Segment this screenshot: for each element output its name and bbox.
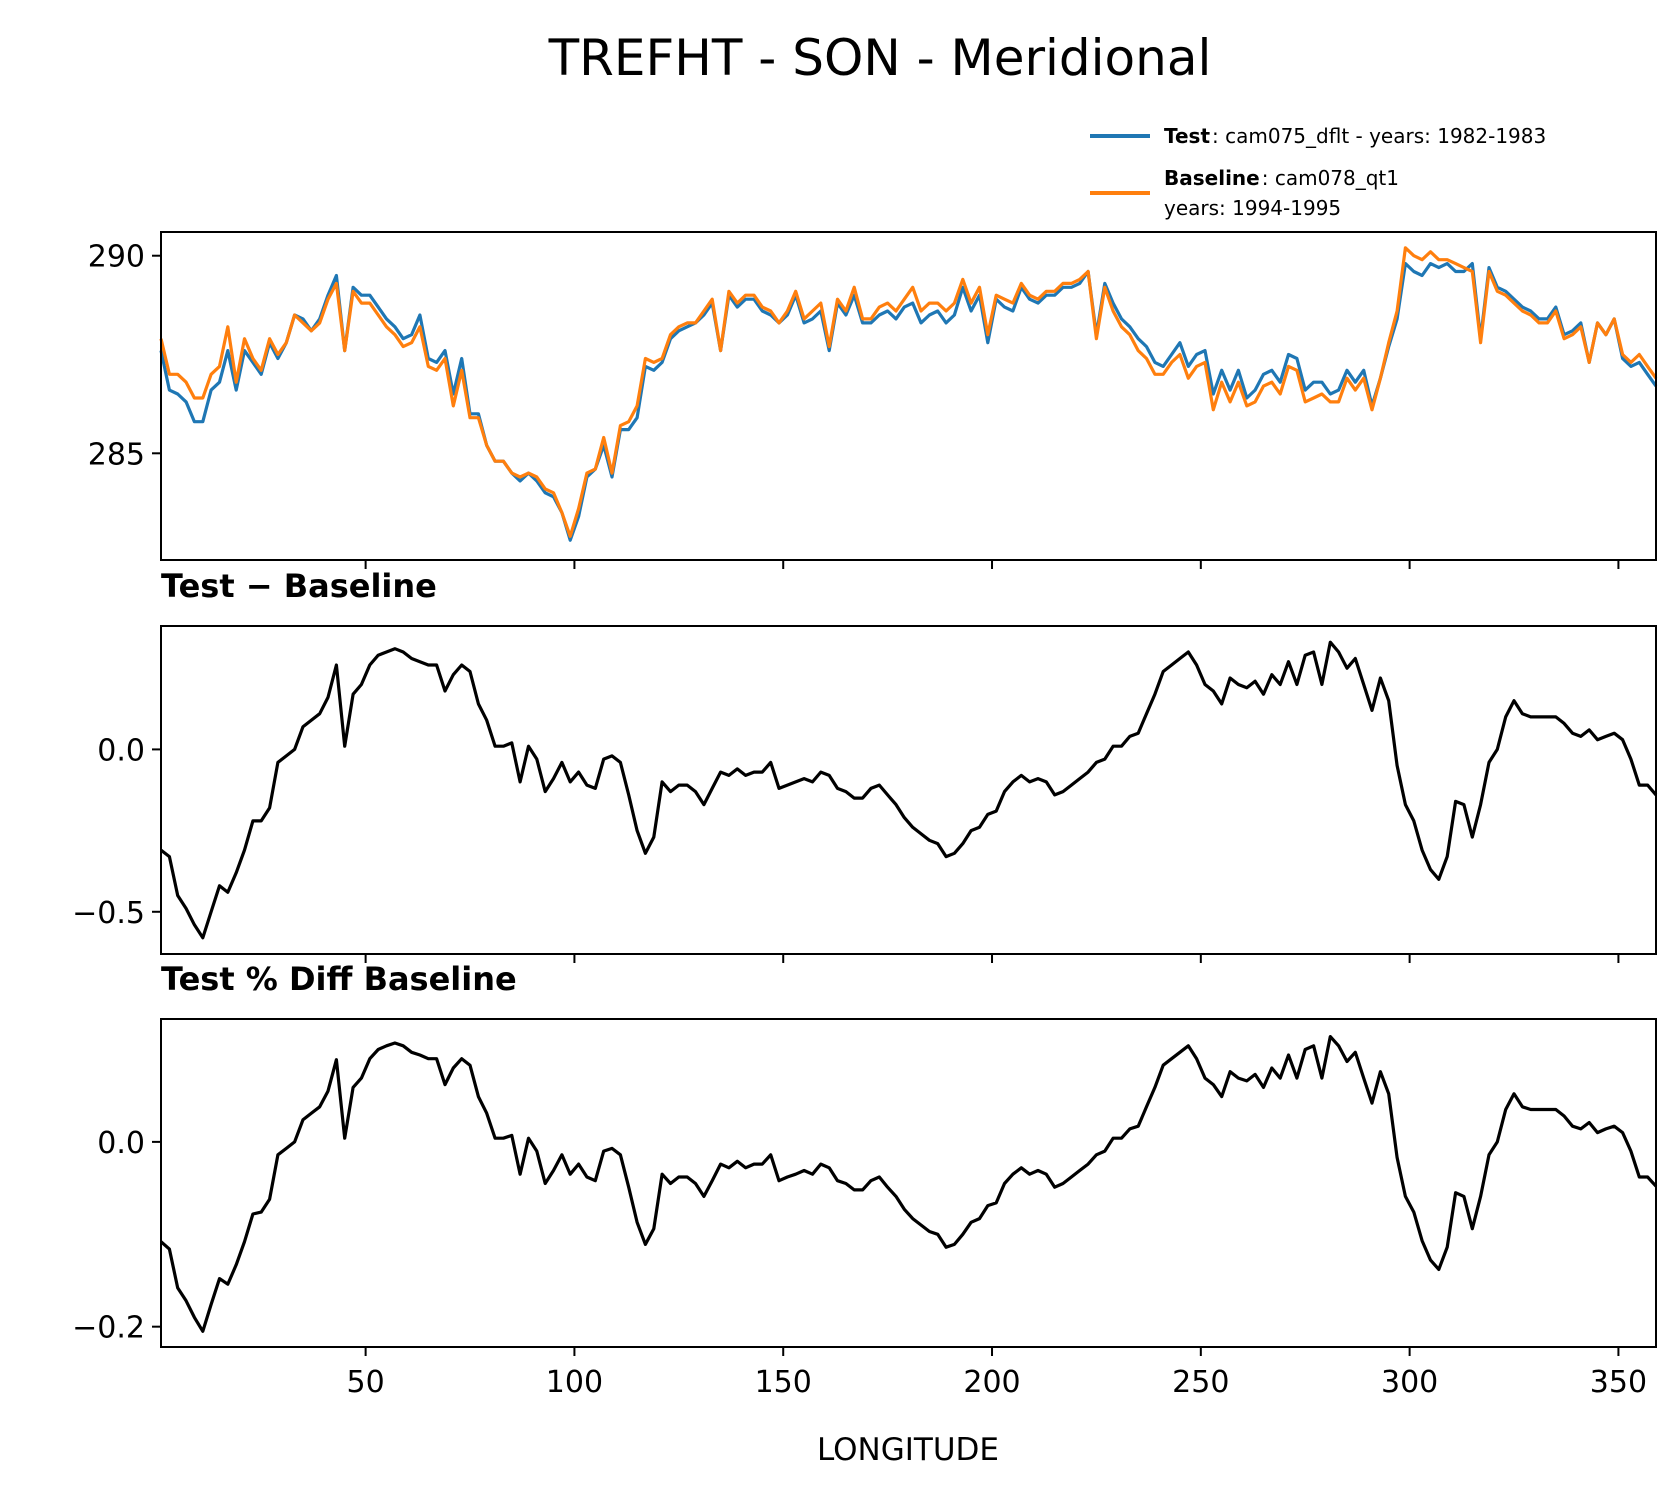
x-axis-label: LONGITUDE [817, 1432, 999, 1468]
plot-frame [160, 231, 1657, 561]
x-tick-label: 250 [1172, 1365, 1229, 1400]
panel-2: −0.5 0.0 [72, 625, 1658, 963]
y-tick-label: −0.5 [72, 896, 145, 931]
panel-1: 285 290 [88, 231, 1658, 569]
legend-label-test: Test: cam075_dflt - years: 1982-1983 [1164, 124, 1546, 148]
x-tick-label: 100 [546, 1365, 603, 1400]
figure-title: TREFHT - SON - Meridional [548, 29, 1212, 87]
panel-3: −0.2 0.0 50 100 150 200 250 300 350 [72, 1018, 1658, 1400]
legend-test-bold: Test [1164, 124, 1210, 148]
legend-baseline-rest: : cam078_qt1 [1262, 166, 1399, 190]
legend-test-rest: : cam075_dflt - years: 1982-1983 [1212, 124, 1546, 148]
x-tick-label: 200 [963, 1365, 1020, 1400]
series-line-test-diff-baseline [159, 1035, 1658, 1333]
y-tick-label: 0.0 [97, 1126, 145, 1161]
y-tick-label: 290 [88, 240, 145, 275]
x-tick-label: 50 [347, 1365, 385, 1400]
panels: 285 290 −0.5 0.0 −0.2 0.0 50 100 150 200 250 300 350 [72, 231, 1658, 1400]
y-tick-label: −0.2 [72, 1311, 145, 1346]
plot-frame [160, 1018, 1657, 1348]
y-tick-label: 285 [88, 437, 145, 472]
legend: Test: cam075_dflt - years: 1982-1983 Bas… [1090, 124, 1546, 220]
series-line-test-baseline [160, 640, 1658, 940]
x-tick-label: 350 [1590, 1365, 1647, 1400]
x-tick-label: 300 [1381, 1365, 1438, 1400]
subplot-title-pctdiff: Test % Diff Baseline [161, 960, 517, 998]
series-line-baseline [159, 246, 1658, 538]
plot-frame [160, 625, 1657, 955]
subplot-title-diff: Test − Baseline [161, 567, 437, 605]
legend-baseline-years: years: 1994-1995 [1164, 196, 1341, 220]
series-line-test [159, 262, 1658, 542]
legend-label-baseline: Baseline: cam078_qt1 [1164, 166, 1399, 190]
legend-baseline-bold: Baseline [1164, 166, 1260, 190]
x-tick-label: 150 [755, 1365, 812, 1400]
y-tick-label: 0.0 [97, 733, 145, 768]
